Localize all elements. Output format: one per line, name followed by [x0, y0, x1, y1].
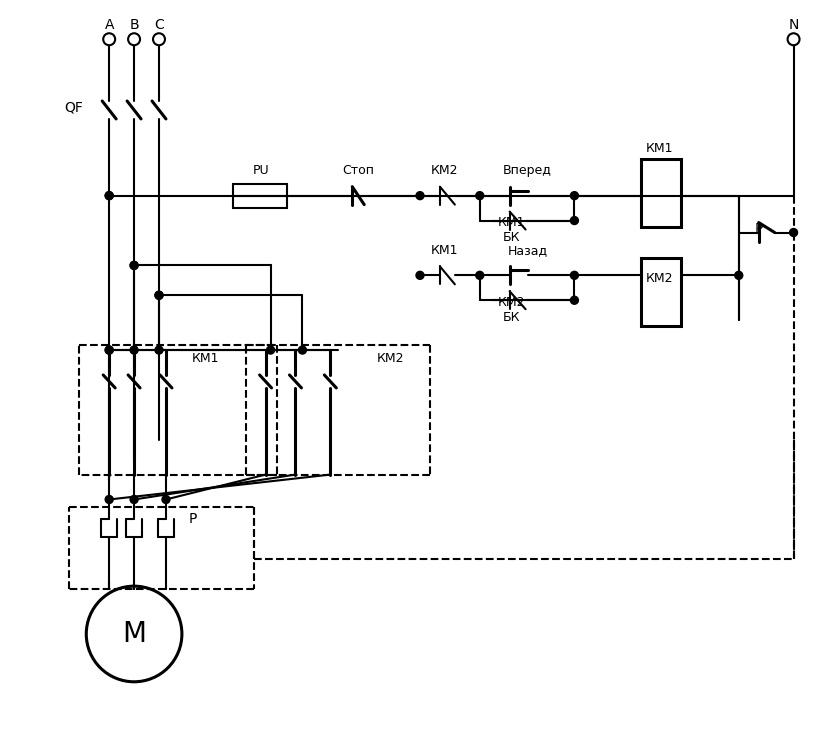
Circle shape [735, 271, 742, 279]
Text: PU: PU [252, 164, 269, 177]
Circle shape [130, 262, 138, 269]
Text: Вперед: Вперед [503, 164, 552, 177]
Circle shape [105, 192, 113, 200]
Circle shape [130, 262, 138, 269]
Text: БК: БК [503, 231, 520, 244]
Circle shape [570, 271, 579, 279]
Bar [641, 159, 681, 227]
Text: БК: БК [503, 311, 520, 324]
Text: КМ1: КМ1 [498, 216, 525, 229]
Circle shape [155, 346, 163, 354]
Text: М: М [122, 620, 146, 648]
Text: Стоп: Стоп [342, 164, 375, 177]
Circle shape [416, 192, 424, 200]
Circle shape [128, 34, 140, 45]
Circle shape [130, 496, 138, 504]
Circle shape [570, 217, 579, 225]
Circle shape [476, 271, 484, 279]
Text: B: B [130, 18, 139, 32]
Circle shape [267, 346, 274, 354]
Circle shape [153, 34, 165, 45]
Text: КМ2: КМ2 [645, 272, 673, 285]
Text: КМ1: КМ1 [192, 351, 220, 364]
Text: КМ1: КМ1 [645, 142, 673, 155]
Circle shape [155, 292, 163, 299]
Text: КМ2: КМ2 [376, 351, 404, 364]
Text: QF: QF [64, 101, 83, 115]
Text: КМ2: КМ2 [431, 164, 459, 177]
Bar [641, 258, 681, 326]
Circle shape [416, 271, 424, 279]
Bar [232, 184, 288, 208]
Circle shape [476, 192, 484, 200]
Text: Назад: Назад [507, 244, 548, 257]
Text: C: C [154, 18, 164, 32]
Circle shape [105, 192, 113, 200]
Text: P: P [755, 222, 763, 235]
Circle shape [788, 34, 799, 45]
Circle shape [298, 346, 307, 354]
Text: N: N [788, 18, 798, 32]
Circle shape [570, 192, 579, 200]
Text: КМ1: КМ1 [431, 244, 459, 257]
Circle shape [570, 296, 579, 304]
Circle shape [103, 34, 115, 45]
Circle shape [105, 346, 113, 354]
Circle shape [130, 346, 138, 354]
Circle shape [162, 496, 170, 504]
Text: A: A [104, 18, 114, 32]
Text: P: P [189, 512, 197, 526]
Text: КМ2: КМ2 [498, 296, 525, 309]
Circle shape [155, 292, 163, 299]
Circle shape [105, 346, 113, 354]
Circle shape [105, 496, 113, 504]
Circle shape [789, 228, 798, 236]
